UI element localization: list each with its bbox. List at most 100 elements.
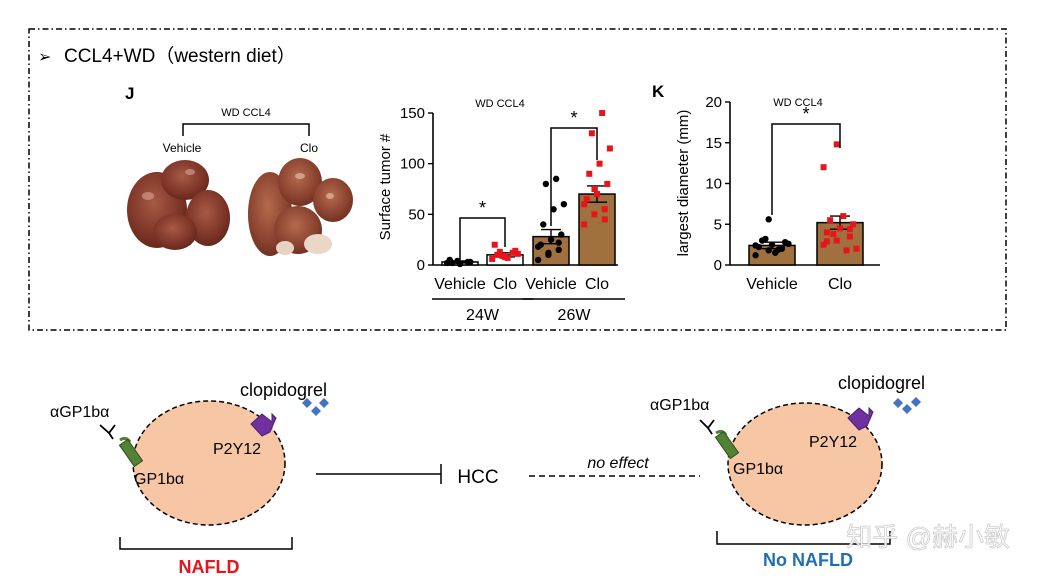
diagram-left: αGP1bα clopidogrel P2Y12 GP1bα NAFLD [50,380,329,577]
right-p2y12-receptor [847,406,874,431]
right-drug-icon [893,397,921,414]
data-point [555,239,562,246]
x-tick-label: Clo [493,276,517,293]
data-point [850,221,857,228]
x-tick-label: Vehicle [746,276,798,293]
photo-vehicle-label: Vehicle [163,141,202,155]
data-point [846,226,853,233]
right-target-label: GP1bα [733,461,783,478]
y-tick-label: 15 [705,135,722,152]
data-point [853,245,860,252]
data-point [768,241,776,248]
left-receptor-label: P2Y12 [213,441,261,458]
left-drug-label: clopidogrel [240,380,327,400]
y-tick-label: 20 [705,94,722,111]
group-label: 26W [558,307,592,324]
photo-clo-label: Clo [300,141,318,155]
data-point [560,201,568,208]
data-point [833,141,840,148]
data-point [558,231,565,238]
y-tick-label: 0 [417,257,425,274]
data-point [752,252,759,259]
data-point [837,225,843,232]
chart-largest-diameter: WD CCL4 largest diameter (mm) 0 5 10 15 20 Ve… [675,94,880,293]
left-antibody-label: αGP1bα [50,404,109,421]
data-point [601,216,608,223]
data-point [843,247,850,254]
data-point [534,256,542,264]
significance-bracket [459,217,506,260]
y-tick-label: 150 [400,105,425,122]
y-tick-label: 0 [714,257,722,274]
data-point [840,213,847,220]
data-point [540,221,547,228]
right-antibody-label: αGP1bα [650,397,709,414]
no-effect-label: no effect [587,455,649,472]
data-point [823,229,830,236]
data-point [606,145,613,152]
watermark: 知乎 @赫小敏 [846,522,1010,552]
x-tick-label: Vehicle [525,276,577,293]
data-point [820,241,827,248]
x-tick-label: Clo [585,276,609,293]
left-target-label: GP1bα [134,471,184,488]
y-tick-label: 50 [408,206,425,223]
y-tick-label: 5 [714,216,722,233]
data-point [591,186,598,192]
data-point [830,231,837,238]
right-drug-label: clopidogrel [838,373,925,393]
data-point [547,236,555,243]
significance-star: * [570,108,577,128]
data-point [599,110,606,116]
data-point [534,243,542,250]
data-point [765,247,772,254]
data-point [583,196,590,203]
right-gp1b-receptor [714,430,740,460]
chart-j-ylabel: Surface tumor # [377,133,394,240]
y-tick-label: 10 [705,176,722,193]
data-point [542,180,550,188]
data-point [581,201,588,208]
data-point [489,255,496,262]
panel-j-letter: J [125,84,134,103]
data-point [594,191,600,198]
chart-j-title: WD CCL4 [475,98,525,110]
right-caption: No NAFLD [763,550,853,570]
significance-star: * [479,198,486,218]
data-point [762,235,769,243]
chart-k-title: WD CCL4 [773,97,823,109]
significance-star: * [802,104,809,124]
data-point [586,170,593,177]
data-point [823,238,830,245]
data-point [846,233,853,240]
panel-k-letter: K [652,82,665,101]
liver-photo-clo [248,158,353,256]
inhibition-arrow [316,464,442,484]
data-point [491,241,498,248]
data-point [827,217,834,224]
left-antibody-icon [99,424,132,443]
right-receptor-label: P2Y12 [809,434,857,451]
data-point [550,206,557,213]
data-point [601,206,608,213]
data-point [494,251,501,258]
hcc-label: HCC [457,467,498,488]
data-point [765,216,772,223]
data-point [512,247,519,254]
x-tick-label: Vehicle [434,276,486,293]
data-point [514,250,521,257]
chart-k-ylabel: largest diameter (mm) [675,110,692,257]
left-gp1b-receptor [118,438,144,468]
photo-group-label: WD CCL4 [221,107,271,119]
data-point [581,221,588,228]
x-tick-label: Clo [828,276,852,293]
data-point [456,260,464,268]
header-bullet: ➢ [38,49,51,66]
data-point [591,211,598,218]
data-point [449,259,456,267]
data-point [785,240,792,248]
data-point [496,248,503,255]
cell-no-nafld [727,402,883,526]
group-label: 24W [466,307,500,324]
data-point [504,254,511,261]
